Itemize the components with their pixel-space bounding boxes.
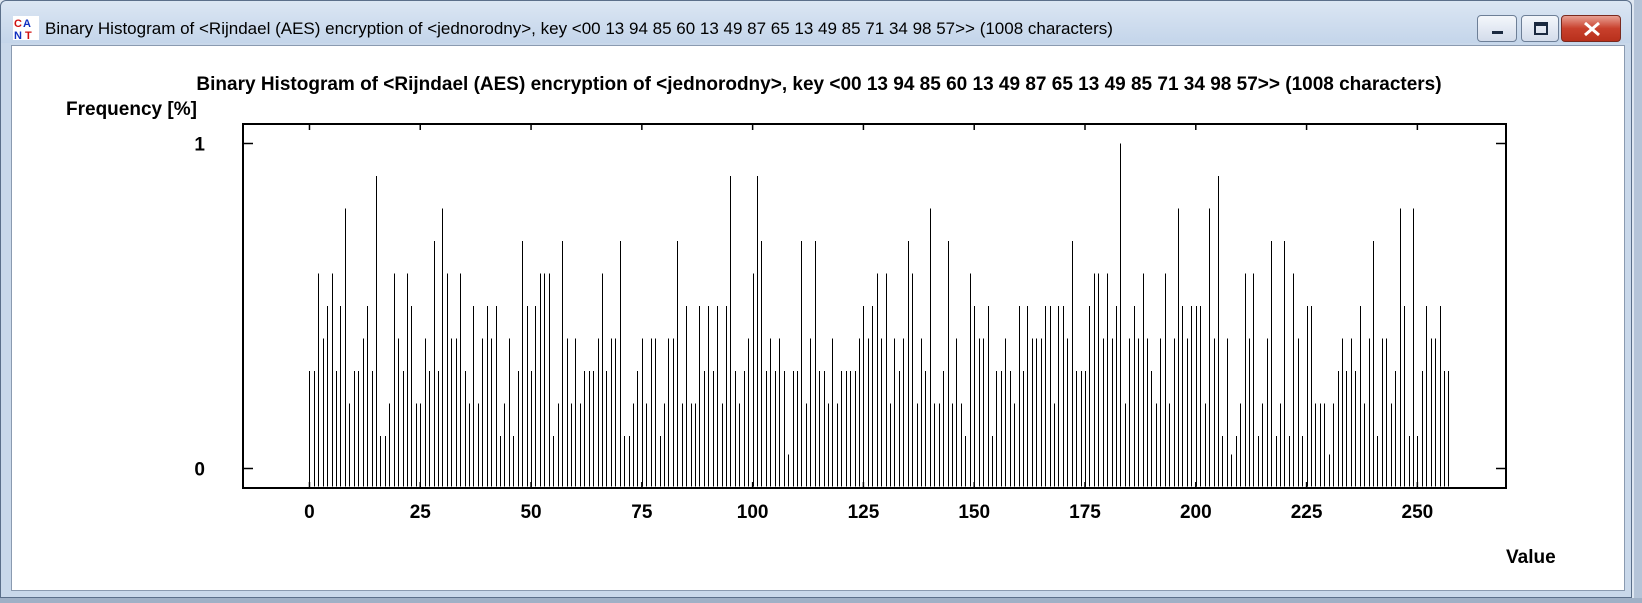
minimize-icon (1492, 31, 1503, 34)
x-tick-label: 175 (1069, 502, 1101, 523)
chart-area: Binary Histogram of <Rijndael (AES) encr… (11, 45, 1625, 591)
svg-text:T: T (25, 30, 32, 40)
window-title: Binary Histogram of <Rijndael (AES) encr… (45, 19, 1113, 38)
x-tick-label: 75 (631, 502, 653, 523)
x-tick-label: 125 (848, 502, 880, 523)
close-icon (1584, 21, 1600, 37)
chart-title: Binary Histogram of <Rijndael (AES) encr… (196, 74, 1442, 95)
cryptool-app-icon: C A N T (13, 16, 39, 40)
x-tick-label: 200 (1180, 502, 1212, 523)
background-window-edge-bottom (0, 598, 1642, 603)
x-tick-label: 250 (1402, 502, 1434, 523)
y-tick-label: 1 (194, 135, 205, 156)
svg-text:N: N (14, 30, 22, 40)
x-tick-label: 0 (304, 502, 315, 523)
x-axis-label: Value (1506, 547, 1556, 568)
background-window-edge (1634, 0, 1642, 603)
y-axis-label: Frequency [%] (66, 99, 197, 120)
x-tick-label: 225 (1291, 502, 1323, 523)
maximize-button[interactable] (1521, 15, 1559, 42)
close-button[interactable] (1561, 15, 1621, 42)
svg-text:C: C (14, 18, 22, 30)
x-tick-label: 25 (410, 502, 432, 523)
y-tick-label: 0 (194, 460, 205, 481)
maximize-icon (1534, 22, 1548, 35)
x-tick-label: 50 (520, 502, 541, 523)
histogram-plot: 0 25 50 75 100 125 150 175 200 225 250 0 1 (194, 123, 1507, 523)
x-tick-label: 150 (958, 502, 990, 523)
plot-frame (242, 123, 1507, 489)
svg-text:A: A (23, 18, 31, 30)
title-bar[interactable]: C A N T Binary Histogram of <Rijndael (A… (1, 1, 1631, 43)
minimize-button[interactable] (1477, 15, 1517, 42)
x-tick-label: 100 (737, 502, 769, 523)
